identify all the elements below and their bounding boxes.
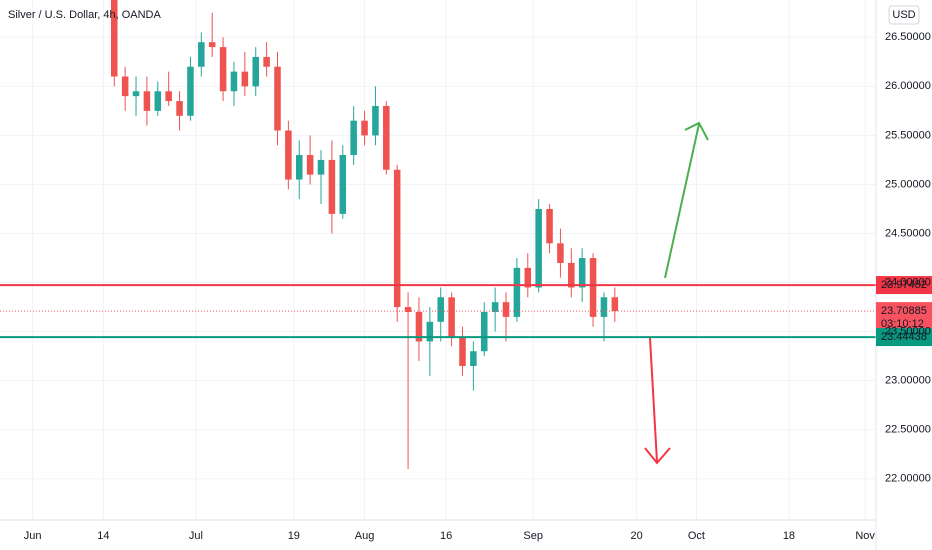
y-tick-label: 22.50000 [885, 424, 931, 436]
x-tick-label: 20 [630, 530, 642, 542]
candle-body [328, 159, 336, 214]
candle-body [110, 0, 118, 77]
candle-body [611, 297, 619, 312]
y-tick-label: 24.00000 [885, 276, 931, 288]
candle-body [230, 71, 238, 92]
candle-body [306, 155, 314, 175]
resistance-label: 23.97452 [881, 279, 927, 291]
x-tick-label: Sep [523, 530, 543, 542]
candle-body [361, 120, 368, 136]
candle-body [187, 66, 194, 116]
candle-body [426, 321, 434, 342]
candle-body [241, 71, 249, 87]
candle-body [274, 66, 281, 131]
support-label: 23.44438 [881, 331, 927, 343]
candle-body [600, 297, 608, 317]
x-tick-label: Jul [189, 530, 203, 542]
candle-body [568, 262, 575, 288]
down-arrow [644, 337, 671, 465]
candle-body [459, 336, 466, 366]
candle-body [448, 297, 455, 337]
candle-body [491, 302, 499, 312]
y-tick-label: 26.00000 [885, 80, 931, 92]
candle-body [437, 297, 444, 322]
x-tick-label: Oct [688, 530, 705, 542]
x-tick-label: 14 [97, 530, 109, 542]
candle-body [339, 155, 347, 214]
x-tick-label: 18 [783, 530, 795, 542]
candle-body [252, 56, 259, 87]
y-tick-label: 25.50000 [885, 129, 931, 141]
candle-body [578, 258, 586, 288]
candle-body [208, 42, 216, 48]
chart-title: Silver / U.S. Dollar, 4h, OANDA [8, 9, 161, 21]
currency-box[interactable] [888, 5, 920, 25]
candle-body [393, 169, 401, 308]
candle-body [154, 91, 162, 111]
candle-body [470, 351, 477, 366]
candle-body [524, 267, 532, 288]
y-tick-label: 25.00000 [885, 178, 931, 190]
countdown-label: 03:10:12 [881, 318, 924, 330]
y-tick-label: 23.00000 [885, 375, 931, 387]
support-box [876, 328, 932, 347]
candle-body [121, 76, 129, 97]
grid [0, 0, 876, 520]
x-tick-label: 16 [440, 530, 452, 542]
candle-body [480, 312, 488, 352]
candle-body [198, 42, 205, 67]
x-tick-label: Aug [355, 530, 375, 542]
candle-body [285, 130, 292, 180]
resistance-box [876, 276, 932, 295]
candle-body [589, 258, 597, 317]
last-price-label: 23.70885 [881, 305, 927, 317]
candle-body [502, 302, 510, 317]
x-tick-label: 19 [288, 530, 300, 542]
candle-body [535, 208, 542, 288]
candles [0, 0, 876, 469]
y-tick-label: 23.50000 [885, 326, 931, 338]
candle-body [317, 159, 325, 175]
candle-body [415, 312, 423, 342]
candle-body [372, 105, 379, 136]
candle-body [219, 47, 227, 92]
candle-body [546, 208, 553, 244]
candle-body [350, 120, 357, 156]
candle-body [295, 155, 303, 180]
last-price-box [876, 302, 932, 332]
candle-body [263, 56, 270, 67]
candle-body [383, 105, 390, 170]
y-tick-label: 22.00000 [885, 473, 931, 485]
candle-body [132, 91, 140, 97]
candle-body [165, 91, 172, 102]
y-tick-label: 26.50000 [885, 31, 931, 43]
x-tick-label: Jun [24, 530, 42, 542]
up-arrow [664, 121, 709, 279]
candle-body [557, 243, 564, 263]
candle-body [143, 91, 151, 111]
y-tick-label: 24.50000 [885, 227, 931, 239]
currency[interactable]: USD [892, 9, 915, 21]
candle-body [513, 267, 521, 317]
candle-body [404, 307, 412, 312]
x-tick-label: Nov [855, 530, 875, 542]
candle-body [176, 101, 183, 116]
